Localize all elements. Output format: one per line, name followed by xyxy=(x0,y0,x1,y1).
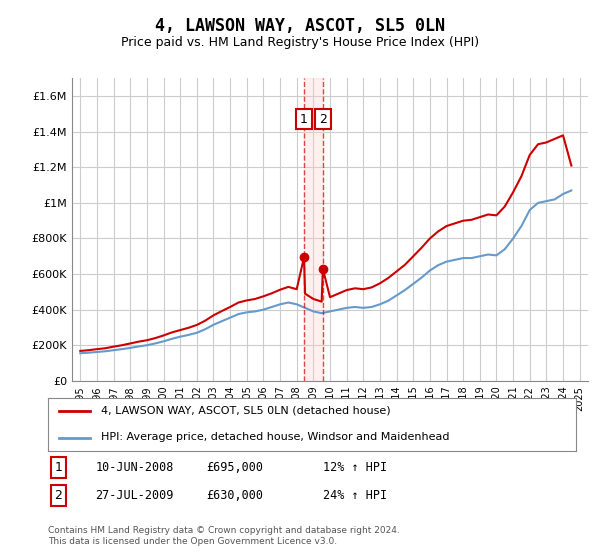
Text: 12% ↑ HPI: 12% ↑ HPI xyxy=(323,461,386,474)
Text: 4, LAWSON WAY, ASCOT, SL5 0LN: 4, LAWSON WAY, ASCOT, SL5 0LN xyxy=(155,17,445,35)
Text: 1: 1 xyxy=(55,461,62,474)
Text: 2: 2 xyxy=(55,489,62,502)
Text: 27-JUL-2009: 27-JUL-2009 xyxy=(95,489,174,502)
Text: HPI: Average price, detached house, Windsor and Maidenhead: HPI: Average price, detached house, Wind… xyxy=(101,432,449,442)
Text: £695,000: £695,000 xyxy=(206,461,263,474)
Bar xyxy=(304,78,323,381)
Text: 4, LAWSON WAY, ASCOT, SL5 0LN (detached house): 4, LAWSON WAY, ASCOT, SL5 0LN (detached … xyxy=(101,406,391,416)
Text: 1: 1 xyxy=(300,113,308,126)
Text: Price paid vs. HM Land Registry's House Price Index (HPI): Price paid vs. HM Land Registry's House … xyxy=(121,36,479,49)
Text: 10-JUN-2008: 10-JUN-2008 xyxy=(95,461,174,474)
Text: 2: 2 xyxy=(319,113,327,126)
Text: £630,000: £630,000 xyxy=(206,489,263,502)
Text: Contains HM Land Registry data © Crown copyright and database right 2024.
This d: Contains HM Land Registry data © Crown c… xyxy=(48,526,400,546)
Text: 24% ↑ HPI: 24% ↑ HPI xyxy=(323,489,386,502)
